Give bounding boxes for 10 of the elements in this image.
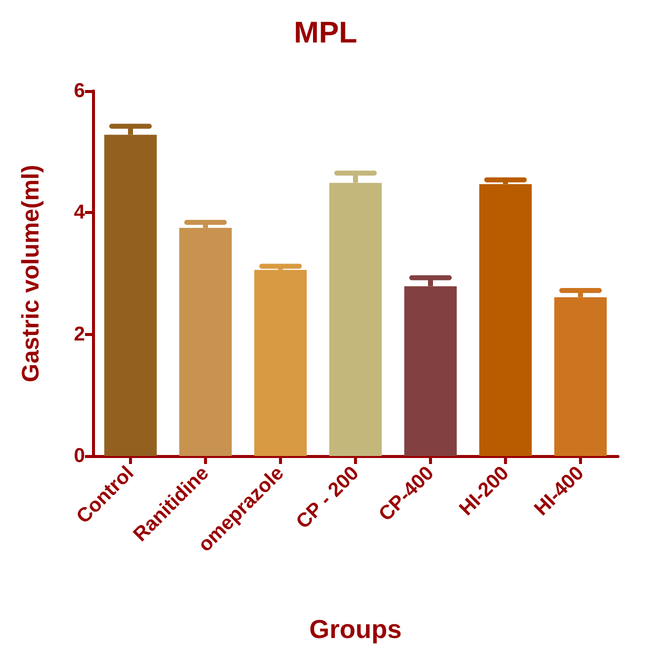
y-tick-label: 4 bbox=[74, 202, 86, 224]
x-axis-title: Groups bbox=[309, 614, 402, 644]
y-axis-title: Gastric volume(ml) bbox=[18, 164, 44, 382]
y-tick-label: 6 bbox=[74, 80, 85, 102]
chart-title: MPL bbox=[294, 16, 358, 50]
y-tick-label: 0 bbox=[74, 445, 85, 467]
y-tick-label: 2 bbox=[74, 323, 85, 346]
x-tick-label: CP - 200 bbox=[292, 462, 364, 534]
bar bbox=[554, 297, 607, 456]
bar bbox=[179, 228, 232, 456]
